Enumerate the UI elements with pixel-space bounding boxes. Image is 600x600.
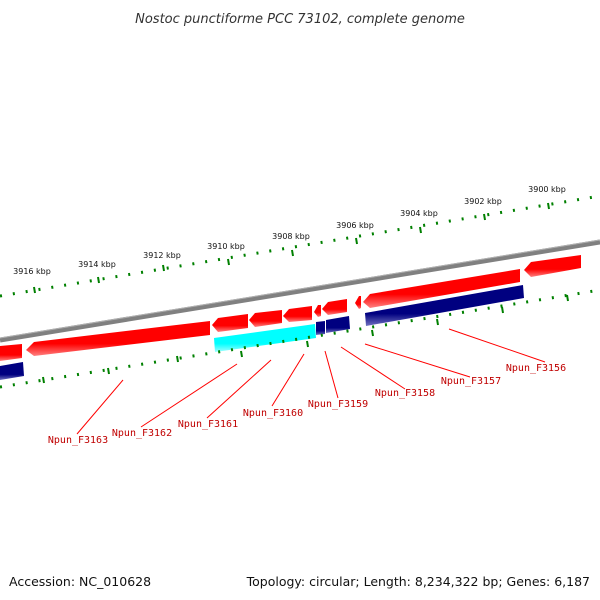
inner-major-tick [436,318,439,326]
gene-block[interactable] [316,321,325,335]
label-leader-lines [76,328,546,435]
gene-arrow[interactable] [0,344,22,361]
genome-summary-text: Topology: circular; Length: 8,234,322 bp… [246,574,590,589]
gene-arrow[interactable] [355,296,361,309]
outer-major-tick [547,202,550,210]
scale-label: 3904 kbp [400,209,438,218]
outer-major-tick [291,249,294,257]
gene-arrow[interactable] [314,305,321,317]
gene-block[interactable] [365,285,524,326]
gene-arrow[interactable] [26,321,210,356]
scale-labels: 3900 kbp 3902 kbp 3904 kbp 3906 kbp 3908… [13,185,566,276]
gene-arrow[interactable] [322,299,347,315]
leader-line [324,350,339,399]
gene-arrow[interactable] [283,306,312,322]
gene-label[interactable]: Npun_F3158 [375,388,435,399]
leader-line [271,353,305,407]
outer-major-tick [227,258,230,266]
inner-tick-track [42,294,569,384]
outer-major-tick [33,286,36,294]
inner-major-tick [371,329,374,337]
gene-label[interactable]: Npun_F3161 [178,419,238,430]
highlighted-gene[interactable] [214,324,316,352]
inner-major-tick [42,376,45,384]
leader-line [206,359,272,419]
scale-label: 3908 kbp [272,232,310,241]
accession-text: Accession: NC_010628 [9,574,151,589]
reverse-strand-genes [0,285,524,380]
gene-label[interactable]: Npun_F3160 [243,408,303,419]
scale-label: 3906 kbp [336,221,374,230]
gene-labels: Npun_F3156 Npun_F3157 Npun_F3158 Npun_F3… [48,363,566,446]
map-title: Nostoc punctiforme PCC 73102, complete g… [135,12,465,27]
scale-label: 3916 kbp [13,267,51,276]
gene-arrow[interactable] [249,310,282,327]
gene-label[interactable]: Npun_F3159 [308,399,368,410]
gene-label[interactable]: Npun_F3157 [441,376,501,387]
scale-label: 3902 kbp [464,197,502,206]
scale-label: 3912 kbp [143,251,181,260]
scale-label: 3914 kbp [78,260,116,269]
inner-major-tick [501,306,504,314]
inner-major-tick [176,355,179,363]
gene-label[interactable]: Npun_F3162 [112,428,172,439]
leader-line [140,363,238,428]
outer-major-tick [419,226,422,234]
forward-strand-genes [0,255,581,361]
leader-line [76,379,124,435]
gene-arrow[interactable] [212,314,248,332]
genome-backbone [0,239,600,343]
inner-major-tick [240,350,243,358]
inner-major-tick [107,367,110,375]
outer-major-tick [483,213,486,221]
inner-major-tick [306,340,309,348]
gene-arrow[interactable] [524,255,581,277]
scale-label: 3900 kbp [528,185,566,194]
inner-major-tick [566,294,569,302]
outer-major-tick [162,264,165,272]
outer-tick-track [33,202,550,294]
gene-block[interactable] [326,316,350,333]
leader-line [340,346,406,390]
scale-label: 3910 kbp [207,242,245,251]
outer-major-tick [355,237,358,245]
gene-label[interactable]: Npun_F3156 [506,363,566,374]
gene-arrow[interactable] [363,269,520,308]
outer-major-tick [97,276,100,284]
gene-block[interactable] [0,362,24,380]
leader-line [448,328,546,363]
leader-line [364,343,471,378]
genome-backbone-highlight [0,239,600,339]
gene-label[interactable]: Npun_F3163 [48,435,108,446]
